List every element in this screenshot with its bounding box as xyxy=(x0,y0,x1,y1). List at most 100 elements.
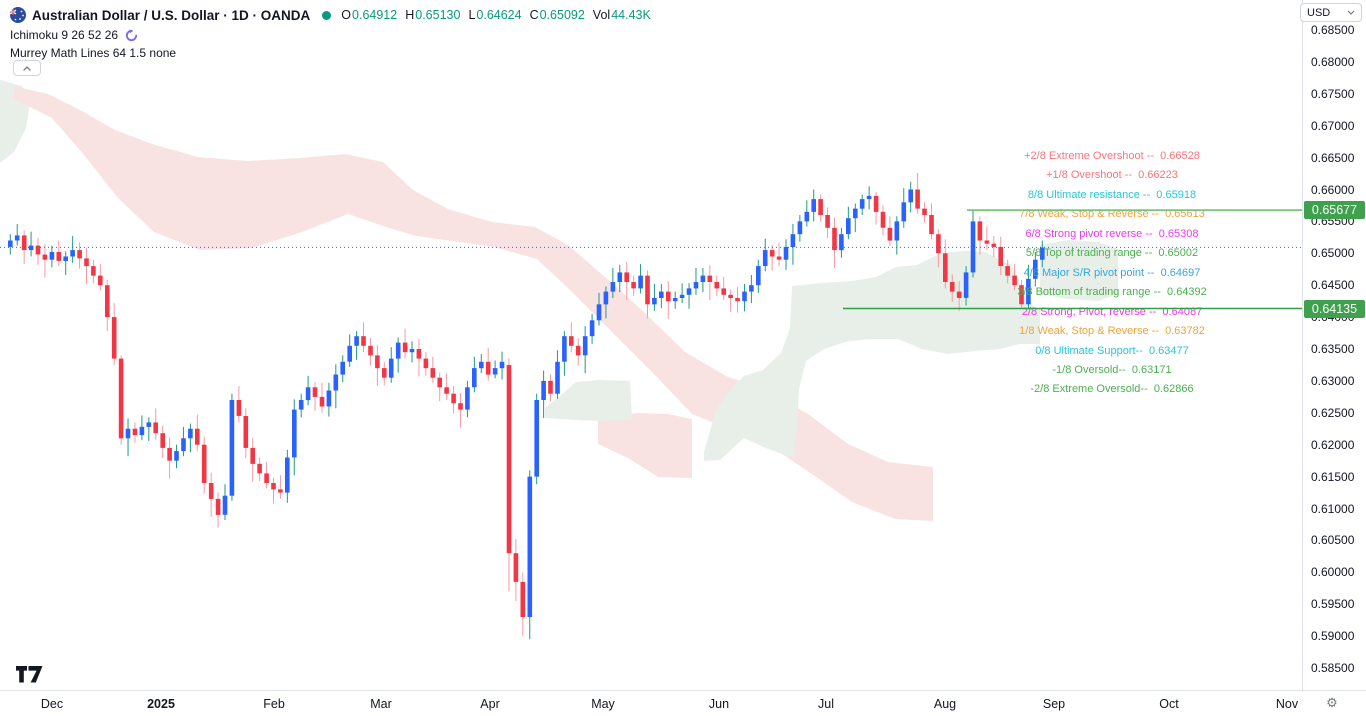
candle-body xyxy=(555,361,560,394)
candle-body xyxy=(575,345,581,356)
candle-body xyxy=(735,298,740,302)
candle-body xyxy=(1033,259,1038,279)
candle-body xyxy=(984,240,990,244)
candle-body xyxy=(887,227,893,241)
price-tick-label: 0.67500 xyxy=(1311,86,1355,101)
candle-body xyxy=(970,221,976,273)
price-tick-label: 0.61500 xyxy=(1311,469,1355,484)
candle-body xyxy=(181,438,186,452)
candle-body xyxy=(292,409,297,458)
candle-body xyxy=(444,387,449,394)
candle-body xyxy=(929,215,934,235)
currency-value: USD xyxy=(1307,6,1331,19)
time-axis-label: Nov xyxy=(1275,697,1299,711)
candle-body xyxy=(243,416,249,448)
candle-body xyxy=(278,489,283,493)
candle-body xyxy=(188,428,193,439)
high-label: H xyxy=(405,8,415,22)
price-tick-label: 0.66000 xyxy=(1311,182,1355,197)
loading-spinner-icon xyxy=(125,28,138,42)
murrey-level-label: 6/8 Strong pivot reverse -- 0.65308 xyxy=(1025,227,1199,240)
candle-body xyxy=(319,396,325,407)
market-open-dot[interactable] xyxy=(322,10,332,20)
candle-body xyxy=(285,457,290,493)
time-axis-label: May xyxy=(591,697,615,711)
candle-body xyxy=(271,483,276,490)
candle-body xyxy=(880,211,886,228)
candle-body xyxy=(111,317,117,359)
murrey-level-label: 0/8 Ultimate Support-- 0.63477 xyxy=(1035,344,1189,357)
candle-body xyxy=(451,393,456,404)
candle-body xyxy=(762,250,768,266)
candle-body xyxy=(617,272,623,282)
tradingview-logo[interactable] xyxy=(16,666,43,688)
candle-body xyxy=(859,199,865,209)
price-line-label[interactable]: 0.65677 xyxy=(1304,201,1365,220)
price-tick-label: 0.65000 xyxy=(1311,246,1355,261)
murrey-level-label: +1/8 Overshoot -- 0.66223 xyxy=(1046,169,1178,182)
price-tick-label: 0.63000 xyxy=(1311,373,1355,388)
candle-body xyxy=(776,256,782,260)
price-axis[interactable]: USD 0.68500 0.68000 0.67500 0.67000 0.66500 0… xyxy=(1300,0,1366,690)
candle-body xyxy=(1005,266,1010,276)
ichimoku-cloud-green xyxy=(545,380,632,421)
murrey-indicator-label[interactable]: Murrey Math Lines 64 1.5 none xyxy=(10,46,177,60)
candle-body xyxy=(783,246,789,260)
murrey-level-label: 3/8 Bottom of trading range -- 0.64392 xyxy=(1017,286,1207,299)
candle-body xyxy=(98,275,103,286)
ichimoku-indicator-label[interactable]: Ichimoku 9 26 52 26 xyxy=(10,28,119,42)
murrey-level-label: 2/8 Strong, Pivot, reverse -- 0.64087 xyxy=(1021,305,1203,318)
candle-body xyxy=(28,245,34,251)
symbol-title[interactable]: Australian Dollar / U.S. Dollar · 1D · O… xyxy=(32,7,311,23)
candle-body xyxy=(631,282,636,289)
murrey-level-label: -1/8 Oversold-- 0.63171 xyxy=(1052,364,1172,376)
candle-body xyxy=(388,358,394,378)
ichimoku-cloud-green xyxy=(704,251,1040,461)
candle-body xyxy=(818,199,823,215)
candle-body xyxy=(222,495,228,515)
price-tick-label: 0.64500 xyxy=(1311,278,1355,293)
candle-body xyxy=(49,252,55,260)
time-axis-label: Sep xyxy=(1042,697,1066,711)
candle-body xyxy=(485,361,491,375)
time-axis-label: 2025 xyxy=(147,697,175,711)
candle-body xyxy=(354,336,359,346)
ichimoku-cloud-pink xyxy=(14,86,933,521)
high-value: 0.65130 xyxy=(415,8,461,22)
settings-gear-icon[interactable]: ⚙ xyxy=(1326,695,1338,710)
candle-body xyxy=(506,365,512,554)
candle-body xyxy=(908,189,913,203)
candle-body xyxy=(652,298,657,305)
candle-body xyxy=(326,390,332,407)
candle-body xyxy=(160,433,165,448)
candle-body xyxy=(229,400,235,496)
time-axis[interactable]: Dec 2025 Feb Mar Apr May Jun Jul Aug Sep Oct Nov ⚙ xyxy=(0,690,1366,716)
candle-body xyxy=(215,498,221,515)
candle-body xyxy=(201,444,207,483)
time-axis-label: Aug xyxy=(933,697,957,711)
murrey-level-label: 1/8 Weak, Stop & Reverse -- 0.63782 xyxy=(1019,325,1205,337)
candle-body xyxy=(991,243,997,247)
time-axis-label: Oct xyxy=(1159,697,1179,711)
candle-body xyxy=(368,345,373,356)
collapse-legend-button[interactable] xyxy=(13,60,41,76)
currency-selector[interactable]: USD xyxy=(1300,3,1362,22)
candle-body xyxy=(873,195,879,212)
price-tick-label: 0.59000 xyxy=(1311,629,1355,644)
candle-body xyxy=(804,211,810,222)
candle-body xyxy=(894,221,900,241)
candle-body xyxy=(257,463,262,474)
price-chart[interactable] xyxy=(0,0,1302,690)
candle-body xyxy=(693,282,699,289)
chevron-down-icon xyxy=(1347,10,1355,15)
candle-body xyxy=(236,400,242,416)
candle-body xyxy=(901,202,907,222)
price-line-label[interactable]: 0.64135 xyxy=(1304,299,1365,318)
candle-body xyxy=(728,294,733,298)
price-tick-label: 0.68000 xyxy=(1311,54,1355,69)
candle-body xyxy=(423,358,429,369)
candle-body xyxy=(437,377,442,388)
candle-body xyxy=(174,451,179,461)
candle-body xyxy=(21,235,27,251)
chevron-up-icon xyxy=(23,65,31,71)
